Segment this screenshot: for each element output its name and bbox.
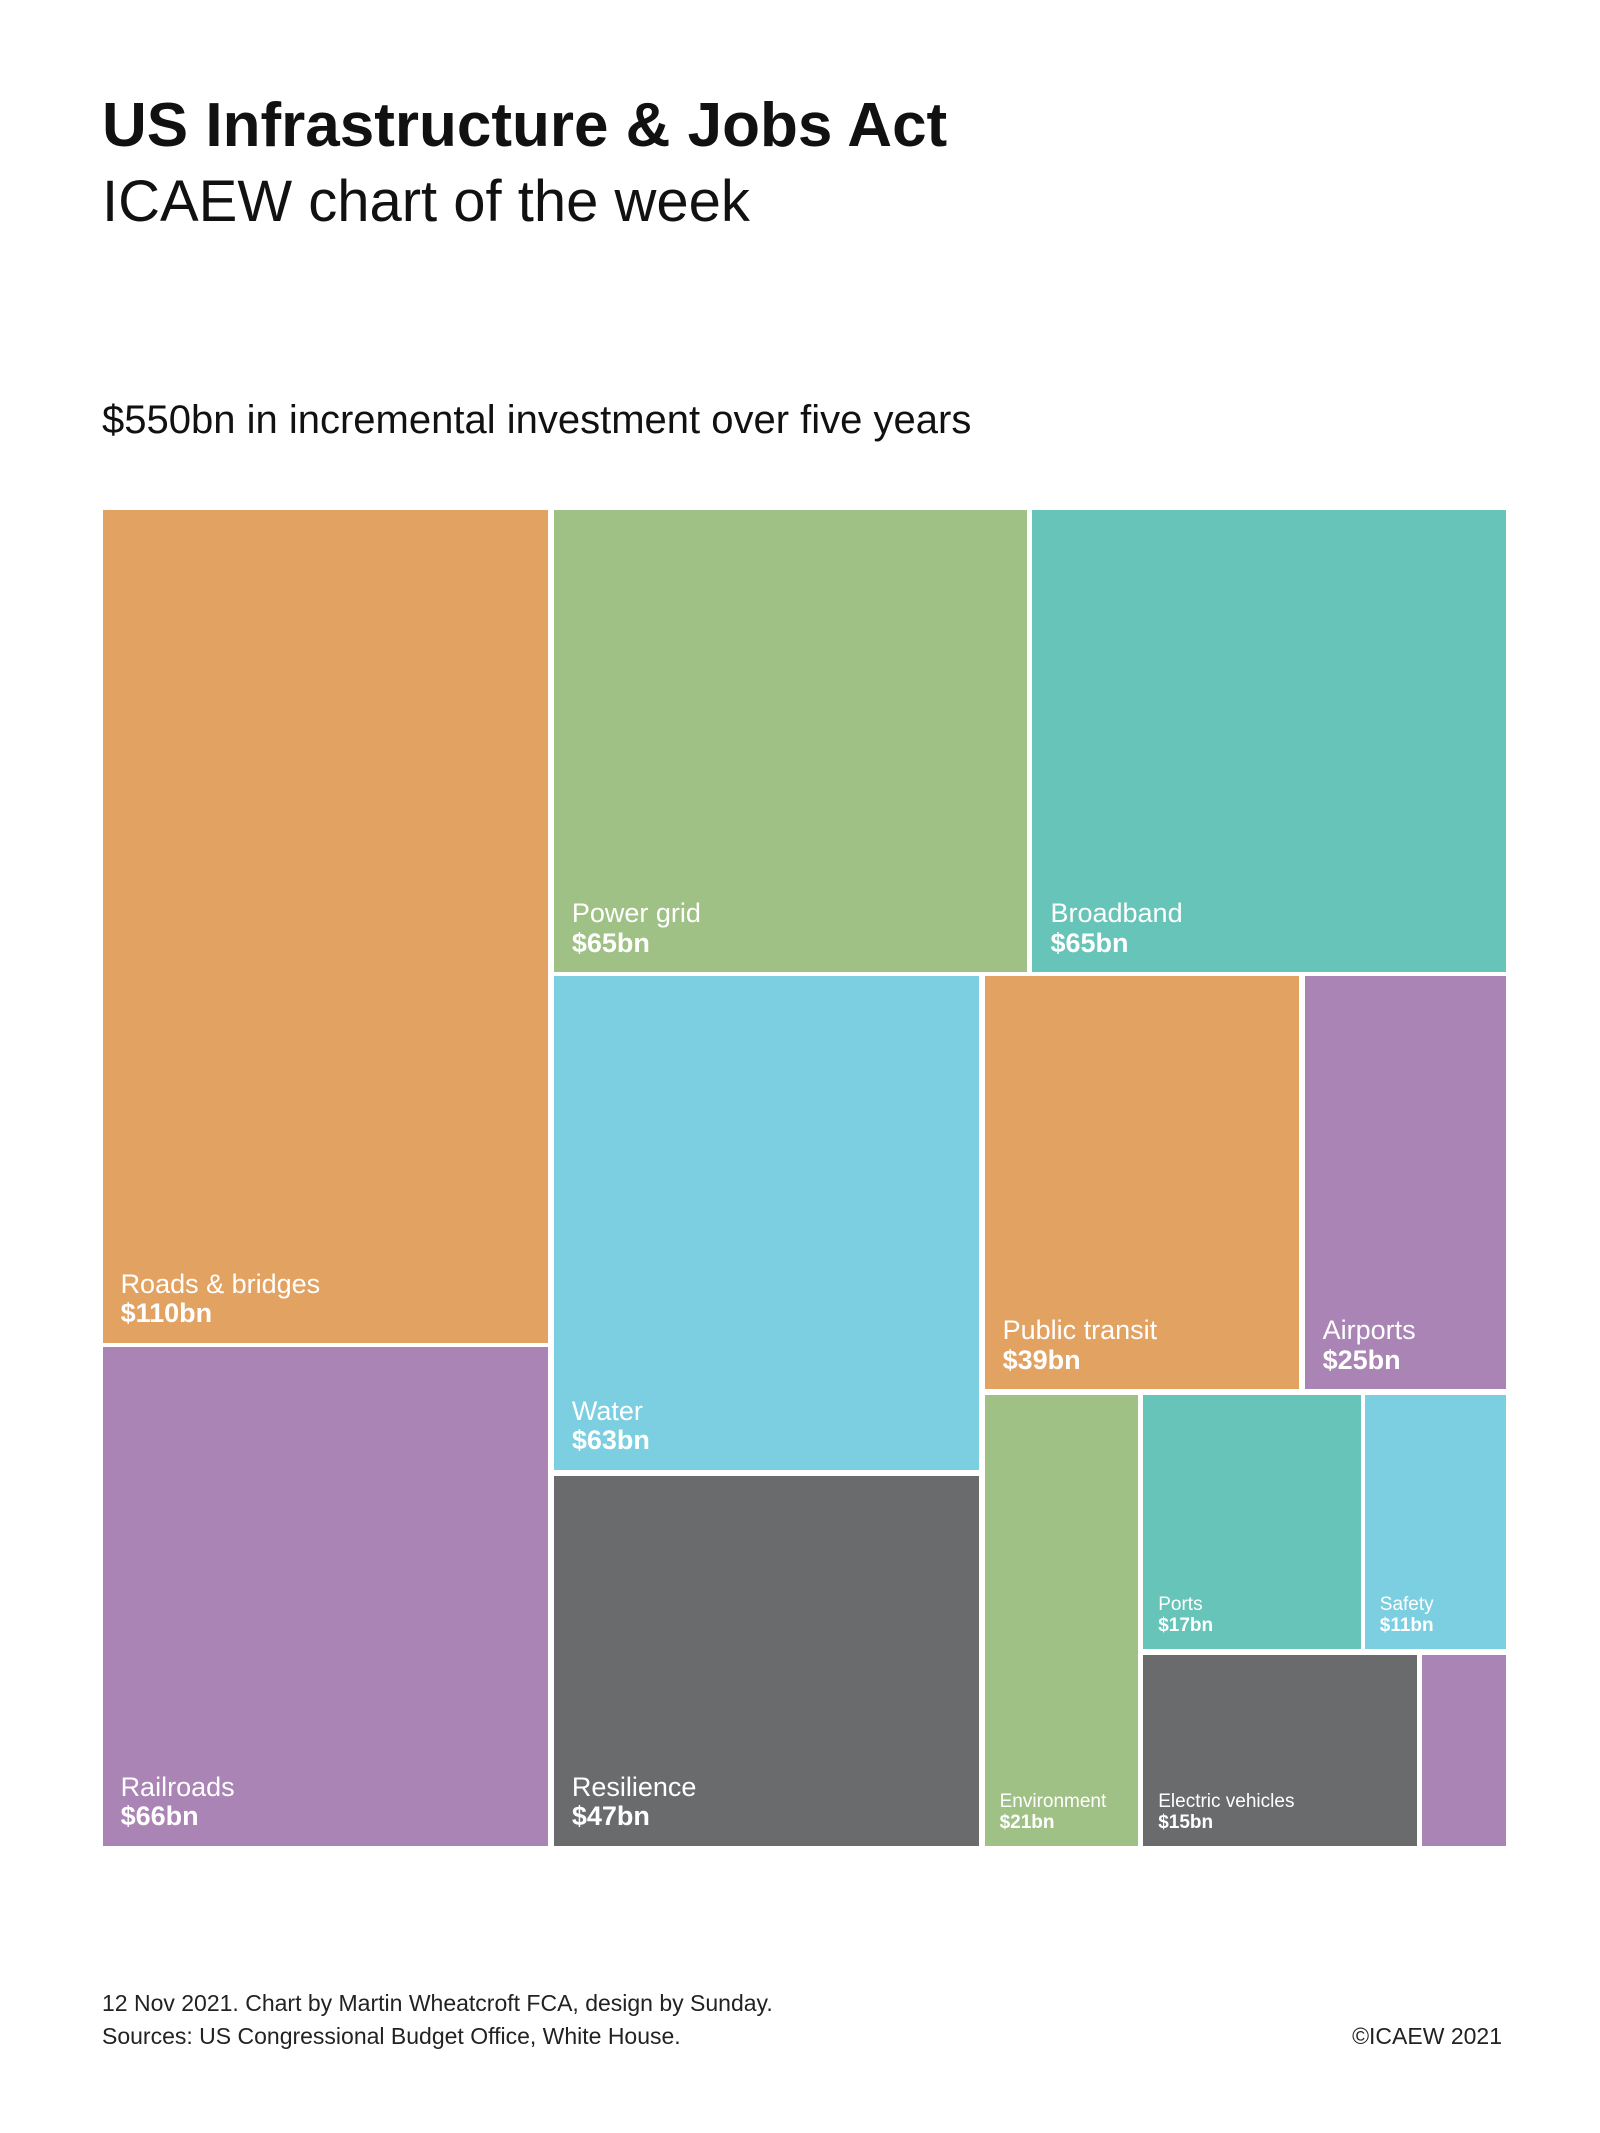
treemap-cell-electric-vehicles: Electric vehicles $15bn — [1143, 1654, 1417, 1847]
treemap-cell-environment: Environment $21bn — [984, 1394, 1138, 1847]
cell-value: $47bn — [571, 1801, 650, 1832]
cell-label: Water $63bn — [571, 1395, 650, 1456]
cell-name: Electric vehicles — [1158, 1791, 1295, 1813]
cell-label: Electric vehicles $15bn — [1158, 1791, 1295, 1834]
cell-name: Ports — [1158, 1594, 1203, 1616]
cell-label: Railroads $66bn — [120, 1771, 235, 1832]
cell-label: Environment $21bn — [999, 1791, 1107, 1834]
footer-credit: 12 Nov 2021. Chart by Martin Wheatcroft … — [102, 1990, 773, 2016]
cell-value: $25bn — [1322, 1344, 1401, 1375]
treemap-cell-safety: Safety $11bn — [1364, 1394, 1506, 1650]
cell-value: $65bn — [571, 927, 650, 958]
cell-name: Roads & bridges — [120, 1268, 321, 1299]
cell-label: Resilience $47bn — [571, 1771, 697, 1832]
treemap-cell-airports: Airports $25bn — [1304, 976, 1506, 1390]
page-subtitle: ICAEW chart of the week — [102, 169, 750, 234]
treemap-cell-other — [1422, 1654, 1506, 1847]
cell-name: Water — [571, 1395, 643, 1426]
cell-value: $63bn — [571, 1425, 650, 1456]
cell-value: $65bn — [1050, 927, 1129, 958]
cell-label: Ports $17bn — [1158, 1595, 1213, 1637]
chart-title: $550bn in incremental investment over fi… — [102, 398, 972, 442]
treemap-cell-broadband: Broadband $65bn — [1032, 510, 1506, 973]
treemap-cell-roads-bridges: Roads & bridges $110bn — [102, 510, 549, 1343]
cell-name: Public transit — [1002, 1315, 1158, 1346]
cell-value: $39bn — [1002, 1344, 1081, 1375]
cell-label: Power grid $65bn — [571, 897, 701, 958]
treemap-cell-water: Water $63bn — [553, 976, 980, 1471]
cell-value: $66bn — [120, 1801, 199, 1832]
footer-sources: Sources: US Congressional Budget Office,… — [102, 2023, 681, 2049]
cell-name: Safety — [1379, 1594, 1434, 1616]
treemap-cell-power-grid: Power grid $65bn — [553, 510, 1027, 973]
page-title: US Infrastructure & Jobs Act — [102, 91, 948, 160]
cell-value: $11bn — [1379, 1615, 1434, 1637]
cell-name: Airports — [1322, 1315, 1416, 1346]
treemap-cell-railroads: Railroads $66bn — [102, 1347, 549, 1847]
footer-copyright: ©ICAEW 2021 — [1352, 2023, 1502, 2049]
cell-name: Environment — [999, 1791, 1107, 1813]
cell-label: Broadband $65bn — [1050, 897, 1183, 958]
cell-name: Railroads — [120, 1771, 235, 1802]
cell-value: $15bn — [1158, 1812, 1214, 1834]
cell-value: $17bn — [1158, 1615, 1214, 1637]
cell-value: $110bn — [120, 1298, 213, 1329]
cell-name: Power grid — [571, 897, 701, 928]
cell-label: Public transit $39bn — [1002, 1315, 1158, 1375]
cell-label: Airports $25bn — [1322, 1315, 1416, 1375]
cell-name: Broadband — [1050, 897, 1183, 928]
cell-name: Resilience — [571, 1771, 697, 1802]
cell-label: Roads & bridges $110bn — [120, 1268, 321, 1329]
treemap-cell-ports: Ports $17bn — [1143, 1394, 1361, 1650]
treemap-cell-resilience: Resilience $47bn — [553, 1475, 980, 1847]
cell-value: $21bn — [999, 1812, 1055, 1834]
cell-label: Safety $11bn — [1380, 1595, 1434, 1637]
treemap-cell-public-transit: Public transit $39bn — [984, 976, 1300, 1390]
